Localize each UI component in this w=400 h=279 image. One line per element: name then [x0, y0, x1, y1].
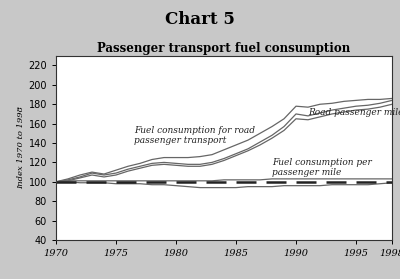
Y-axis label: Index 1970 to 1998: Index 1970 to 1998	[18, 106, 26, 189]
Text: Road passenger miles: Road passenger miles	[308, 107, 400, 117]
Text: Chart 5: Chart 5	[165, 11, 235, 28]
Text: Fuel consumption per
passenger mile: Fuel consumption per passenger mile	[272, 158, 372, 177]
Text: Fuel consumption for road
passenger transport: Fuel consumption for road passenger tran…	[134, 126, 255, 145]
Title: Passenger transport fuel consumption: Passenger transport fuel consumption	[97, 42, 351, 55]
